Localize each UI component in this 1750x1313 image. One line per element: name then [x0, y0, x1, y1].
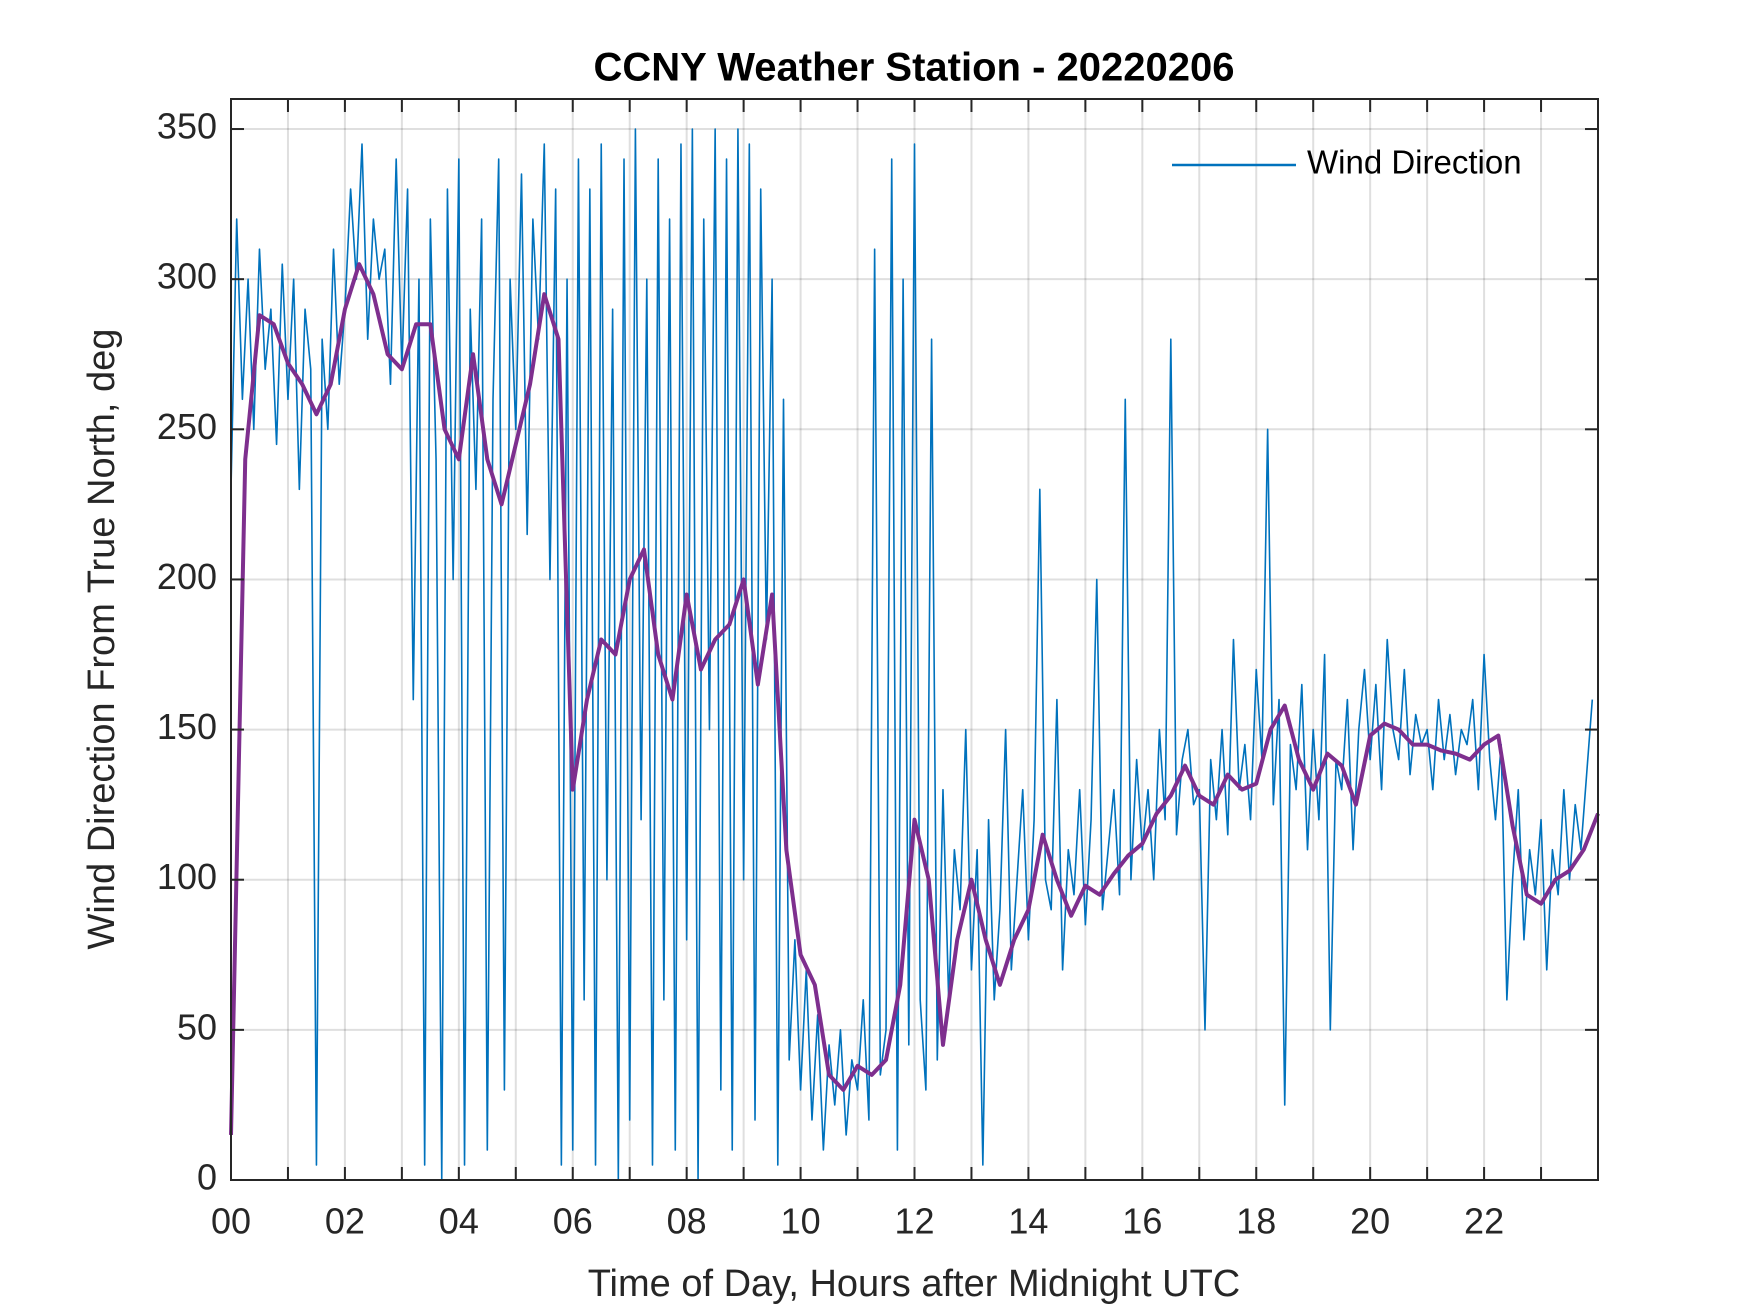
x-tick-label: 02	[325, 1201, 365, 1242]
x-axis-label: Time of Day, Hours after Midnight UTC	[588, 1263, 1241, 1305]
y-tick-label: 200	[157, 556, 217, 597]
x-tick-label: 18	[1236, 1201, 1276, 1242]
y-tick-label: 50	[177, 1006, 217, 1047]
x-tick-label: 04	[439, 1201, 479, 1242]
x-tick-label: 10	[781, 1201, 821, 1242]
x-tick-label: 22	[1464, 1201, 1504, 1242]
axes: 0 50 100 150 200 250 300 350 00 02 04 06 08 10 12 14 16 1…	[157, 98, 1599, 1242]
y-tick-label: 300	[157, 256, 217, 297]
x-tick-label: 06	[553, 1201, 593, 1242]
data-line	[229, 262, 1600, 1136]
x-tick-label: 00	[211, 1201, 251, 1242]
data-line	[230, 128, 1594, 1181]
legend-label: Wind Direction	[1307, 144, 1522, 181]
x-tick-label: 12	[894, 1201, 934, 1242]
x-tick-label: 14	[1008, 1201, 1048, 1242]
y-tick-label: 100	[157, 856, 217, 897]
y-tick-label: 250	[157, 406, 217, 447]
y-tick-label: 150	[157, 706, 217, 747]
x-tick-label: 08	[667, 1201, 707, 1242]
x-tick-label: 20	[1350, 1201, 1390, 1242]
x-tick-label: 16	[1122, 1201, 1162, 1242]
chart-title: CCNY Weather Station - 20220206	[594, 46, 1235, 90]
lines	[229, 128, 1600, 1181]
y-tick-label: 350	[157, 106, 217, 147]
y-axis-label: Wind Direction From True North, deg	[81, 329, 123, 950]
axes-box	[230, 98, 1599, 1181]
y-tick-label: 0	[197, 1157, 217, 1198]
